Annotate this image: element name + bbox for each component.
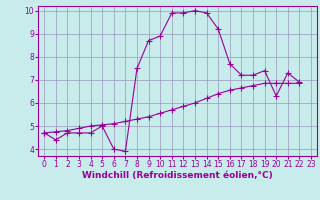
X-axis label: Windchill (Refroidissement éolien,°C): Windchill (Refroidissement éolien,°C) — [82, 171, 273, 180]
